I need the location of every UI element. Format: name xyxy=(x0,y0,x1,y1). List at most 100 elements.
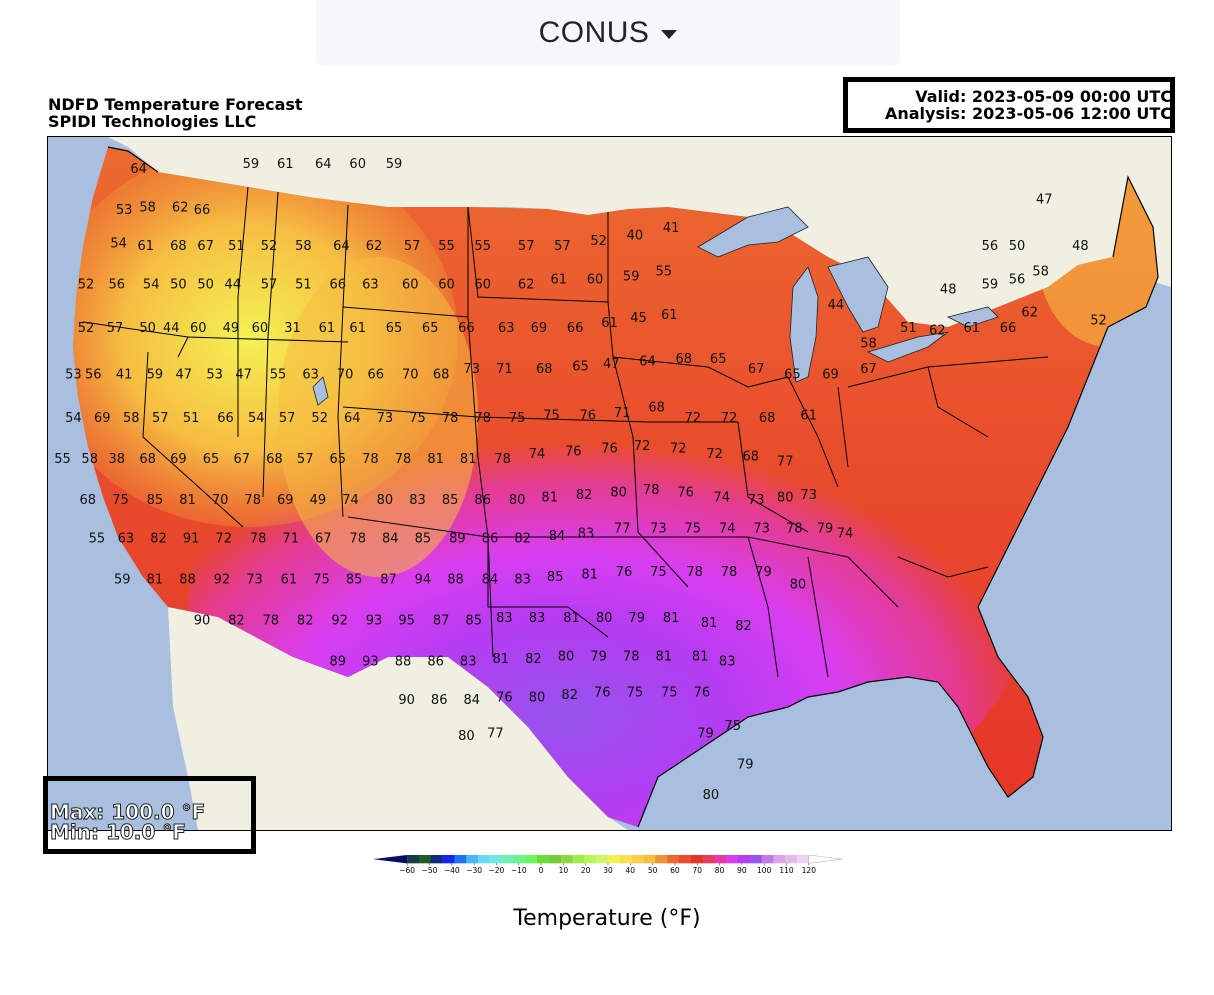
station-value: 68 xyxy=(80,493,97,508)
station-value: 78 xyxy=(686,565,703,580)
station-value: 85 xyxy=(442,493,459,508)
station-value: 81 xyxy=(701,616,718,631)
station-value: 52 xyxy=(1090,313,1107,328)
station-value: 68 xyxy=(170,239,187,254)
station-value: 84 xyxy=(382,532,399,547)
station-value: 76 xyxy=(594,686,611,701)
station-value: 70 xyxy=(212,493,229,508)
station-value: 81 xyxy=(460,452,477,467)
station-value: 75 xyxy=(112,493,129,508)
station-value: 55 xyxy=(438,239,455,254)
station-value: 68 xyxy=(676,352,693,367)
cool-rockies xyxy=(278,257,478,577)
station-value: 71 xyxy=(496,362,513,377)
colorbar-segment xyxy=(537,855,550,864)
station-value: 72 xyxy=(634,439,651,454)
station-value: 61 xyxy=(601,316,618,331)
station-value: 81 xyxy=(563,611,580,626)
station-value: 62 xyxy=(172,200,189,215)
station-value: 68 xyxy=(266,452,283,467)
colorbar-title: Temperature (°F) xyxy=(513,906,701,931)
station-value: 88 xyxy=(179,573,196,588)
station-value: 54 xyxy=(65,411,82,426)
station-value: 77 xyxy=(777,455,794,470)
colorbar-tick-label: 0 xyxy=(539,866,544,875)
station-value: 76 xyxy=(616,565,633,580)
station-value: 56 xyxy=(1009,272,1026,287)
figure-provider: SPIDI Technologies LLC xyxy=(48,112,257,131)
station-value: 53 xyxy=(116,203,133,218)
colorbar-segment xyxy=(501,855,514,864)
station-value: 52 xyxy=(590,234,607,249)
station-value: 83 xyxy=(496,611,513,626)
min-temperature: Min: 10.0 °F xyxy=(49,820,186,844)
station-value: 77 xyxy=(487,727,504,742)
station-value: 74 xyxy=(342,493,359,508)
station-value: 73 xyxy=(377,411,394,426)
colorbar-segment xyxy=(513,855,526,864)
station-value: 51 xyxy=(295,277,312,292)
colorbar-segment xyxy=(407,855,420,864)
station-value: 66 xyxy=(458,321,475,336)
station-value: 84 xyxy=(549,529,566,544)
station-value: 68 xyxy=(433,367,450,382)
station-value: 54 xyxy=(248,411,265,426)
colorbar-segment xyxy=(655,855,668,864)
colorbar-segment xyxy=(797,855,810,864)
station-value: 65 xyxy=(784,367,801,382)
colorbar-tick-label: −30 xyxy=(466,866,482,875)
station-value: 41 xyxy=(116,367,133,382)
station-value: 55 xyxy=(89,532,106,547)
station-value: 51 xyxy=(183,411,200,426)
station-value: 65 xyxy=(710,352,727,367)
station-value: 76 xyxy=(496,691,513,706)
station-value: 61 xyxy=(319,321,336,336)
station-value: 60 xyxy=(438,277,455,292)
station-value: 82 xyxy=(297,614,314,629)
station-value: 85 xyxy=(346,573,363,588)
station-value: 78 xyxy=(349,532,366,547)
station-value: 79 xyxy=(737,757,754,772)
station-value: 70 xyxy=(402,367,419,382)
station-value: 58 xyxy=(123,411,140,426)
station-value: 85 xyxy=(415,532,432,547)
station-value: 57 xyxy=(404,239,421,254)
station-value: 81 xyxy=(427,452,444,467)
station-value: 83 xyxy=(409,493,426,508)
station-value: 56 xyxy=(982,239,999,254)
station-value: 61 xyxy=(800,408,817,423)
region-selector-label: CONUS xyxy=(538,16,650,49)
colorbar-segment xyxy=(619,855,632,864)
figure-title: NDFD Temperature Forecast xyxy=(48,95,303,114)
temperature-map: 64 53 58 62 66 59 61 64 60 59 54 61 68 67 51 52 58 64 62 57… xyxy=(47,136,1172,831)
colorbar-segment xyxy=(631,855,644,864)
station-value: 69 xyxy=(94,411,111,426)
station-value: 58 xyxy=(81,452,98,467)
station-value: 68 xyxy=(759,411,776,426)
station-value: 47 xyxy=(603,357,620,372)
station-value: 47 xyxy=(176,367,193,382)
colorbar-segment xyxy=(773,855,786,864)
forecast-figure: NDFD Temperature Forecast SPIDI Technolo… xyxy=(36,72,1178,944)
station-value: 67 xyxy=(234,452,251,467)
colorbar-tick-label: 40 xyxy=(626,866,636,875)
station-value: 78 xyxy=(250,532,267,547)
station-value: 58 xyxy=(1032,265,1049,280)
colorbar-segment xyxy=(761,855,774,864)
colorbar-extend-high xyxy=(808,855,843,864)
station-value: 78 xyxy=(494,452,511,467)
station-value: 81 xyxy=(692,650,709,665)
station-value: 78 xyxy=(244,493,261,508)
colorbar-segment xyxy=(478,855,491,864)
station-value: 63 xyxy=(118,532,135,547)
region-selector[interactable]: CONUS xyxy=(316,0,900,66)
station-value: 75 xyxy=(661,686,678,701)
station-value: 64 xyxy=(315,157,332,172)
station-value: 83 xyxy=(460,655,477,670)
station-value: 82 xyxy=(576,488,593,503)
station-value: 65 xyxy=(386,321,403,336)
station-value: 79 xyxy=(697,727,714,742)
colorbar-tick-label: 100 xyxy=(757,866,772,875)
station-value: 44 xyxy=(828,298,845,313)
station-value: 59 xyxy=(114,573,131,588)
